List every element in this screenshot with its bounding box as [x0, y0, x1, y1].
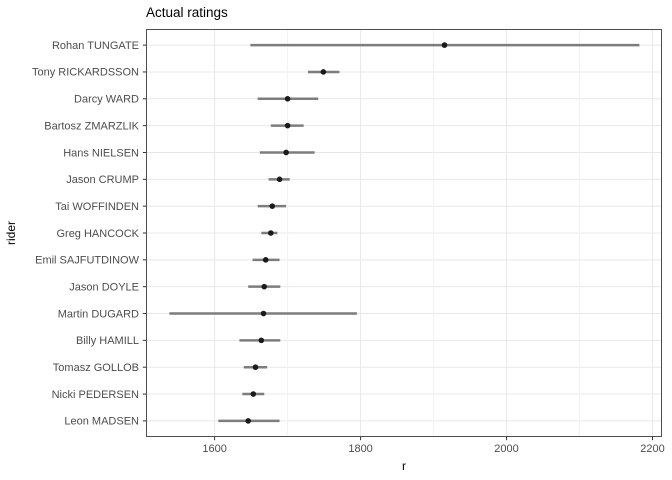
y-tick-label: Leon MADSEN	[64, 416, 139, 428]
y-tick-label: Greg HANCOCK	[56, 228, 139, 240]
x-tick-label: 1600	[202, 443, 226, 455]
y-tick-label: Tai WOFFINDEN	[55, 201, 139, 213]
y-tick-label: Hans NIELSEN	[63, 147, 139, 159]
chart-title: Actual ratings	[146, 5, 228, 20]
data-point	[258, 337, 265, 344]
data-point	[245, 418, 251, 424]
x-tick-label: 2200	[640, 443, 664, 455]
data-point	[261, 283, 268, 290]
x-axis-title: r	[402, 459, 406, 473]
data-point	[252, 364, 259, 371]
data-point	[283, 149, 289, 156]
data-point	[250, 391, 257, 397]
y-tick-label: Martin DUGARD	[58, 308, 139, 320]
y-tick-label: Bartosz ZMARZLIK	[44, 120, 139, 132]
y-tick-label: Emil SAJFUTDINOW	[35, 255, 140, 267]
data-point	[284, 122, 291, 129]
data-point	[269, 203, 276, 209]
y-tick-label: Tomasz GOLLOB	[53, 362, 139, 374]
y-tick-label: Jason CRUMP	[66, 174, 139, 186]
y-tick-label: Tony RICKARDSSON	[32, 67, 139, 79]
data-point	[260, 310, 267, 317]
panel-border	[146, 29, 662, 437]
data-point	[284, 95, 291, 102]
x-tick-label: 2000	[494, 443, 518, 455]
y-axis-title: rider	[4, 220, 18, 246]
y-tick-label: Nicki PEDERSEN	[52, 389, 139, 401]
data-point	[262, 257, 269, 263]
y-tick-label: Darcy WARD	[74, 94, 139, 106]
y-tick-label: Rohan TUNGATE	[52, 40, 139, 52]
y-tick-label: Billy HAMILL	[76, 335, 139, 347]
data-point	[441, 42, 448, 48]
data-point	[276, 176, 283, 183]
data-point	[320, 69, 327, 75]
x-tick-label: 1800	[348, 443, 372, 455]
y-tick-label: Jason DOYLE	[69, 281, 139, 293]
data-point	[268, 230, 274, 236]
